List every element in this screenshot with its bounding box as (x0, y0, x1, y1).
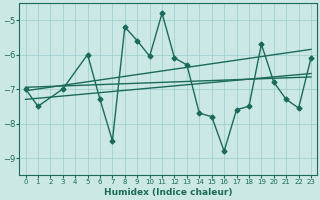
X-axis label: Humidex (Indice chaleur): Humidex (Indice chaleur) (104, 188, 233, 197)
